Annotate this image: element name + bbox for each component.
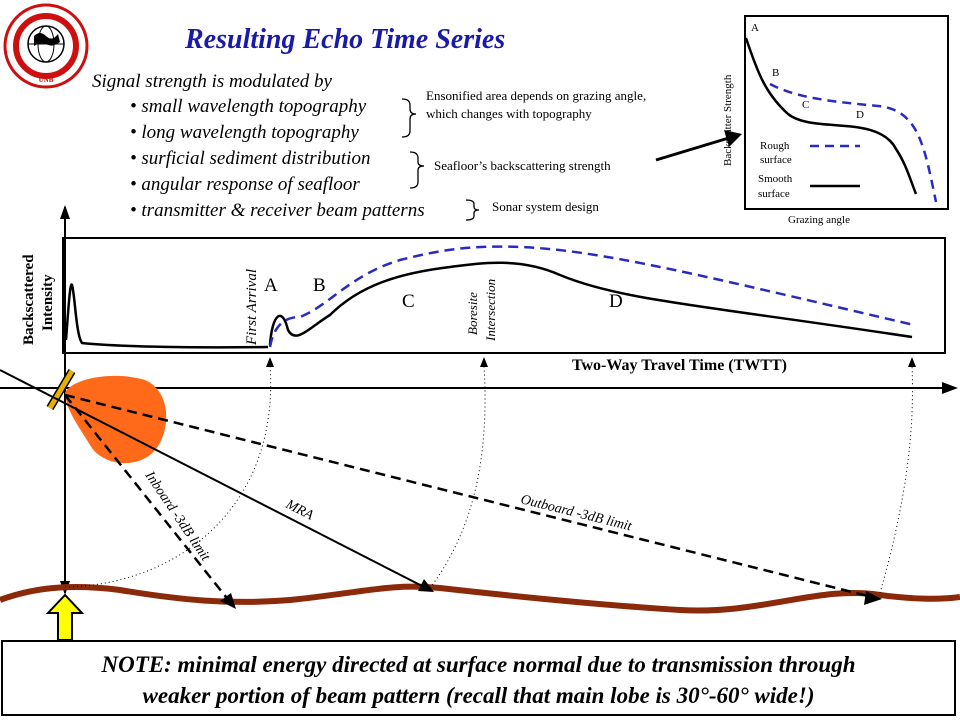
ts-point-c: C — [402, 291, 415, 312]
inset-rough-curve — [769, 82, 938, 203]
inset-point-d: D — [856, 109, 864, 121]
boresite-label-1: Boresite — [465, 292, 480, 335]
boresite-label-2: Intersection — [483, 279, 498, 342]
inset-point-a: A — [751, 22, 759, 34]
first-arrival-label: First Arrival — [244, 269, 260, 346]
bracket-topography — [401, 98, 417, 138]
legend-rough-1: Rough — [760, 140, 790, 152]
inset-point-b: B — [772, 67, 779, 79]
ts-point-b: B — [313, 275, 326, 296]
ts-xlabel: Two-Way Travel Time (TWTT) — [572, 357, 787, 374]
note-backscatter: Seafloor’s backscattering strength — [434, 158, 611, 173]
bracket-backscatter — [409, 151, 425, 189]
arrow-to-inset — [655, 135, 733, 162]
bullet-small-topo: • small wavelength topography — [130, 96, 367, 117]
inboard-limit-line — [64, 394, 231, 603]
note-sonar: Sonar system design — [492, 199, 599, 214]
bullet-sediment: • surficial sediment distribution — [130, 148, 371, 169]
unb-logo: UNB — [3, 3, 89, 89]
note-box: NOTE: minimal energy directed at surface… — [1, 640, 956, 716]
mra-line — [0, 369, 427, 589]
inset-point-c: C — [802, 99, 809, 111]
ts-ylabel-1: Backscattered — [21, 254, 37, 345]
timeseries-frame — [62, 237, 946, 354]
bullet-beam-patterns: • transmitter & receiver beam patterns — [130, 200, 425, 221]
inset-xlabel: Grazing angle — [788, 214, 850, 226]
logo-abbr: UNB — [39, 76, 54, 84]
legend-rough-2: surface — [760, 154, 792, 166]
inset-angular-response-plot: Backscatter Strength Grazing angle A B C… — [722, 15, 949, 226]
note-line-2: weaker portion of beam pattern (recall t… — [142, 683, 815, 708]
page-title: Resulting Echo Time Series — [185, 24, 506, 55]
top-annotations — [401, 98, 742, 221]
ts-ylabel-2: Intensity — [40, 274, 56, 331]
inboard-label: Inboard -3dB limit — [141, 468, 213, 565]
ts-point-d: D — [609, 291, 623, 312]
connector-outer — [879, 364, 914, 594]
inset-ylabel: Backscatter Strength — [722, 74, 734, 166]
bullet-angular: • angular response of seafloor — [130, 174, 360, 195]
ts-smooth-curve — [268, 261, 913, 346]
connector-boresite — [429, 364, 486, 589]
ts-rough-curve — [268, 245, 915, 348]
note-line-1: NOTE: minimal energy directed at surface… — [101, 652, 856, 677]
ts-nadir-echo — [64, 283, 269, 349]
inset-frame — [744, 15, 949, 210]
surface-normal-arrow-icon — [45, 593, 85, 641]
ts-point-a: A — [264, 275, 278, 296]
transducer — [47, 369, 75, 410]
seafloor — [0, 583, 960, 614]
intro-text: Signal strength is modulated by — [92, 71, 332, 92]
note-ensonified-1: Ensonified area depends on grazing angle… — [426, 88, 647, 103]
beam-lobe — [65, 375, 167, 464]
connector-first-arrival — [64, 364, 272, 588]
legend-smooth-1: Smooth — [758, 173, 793, 185]
note-ensonified-2: which changes with topography — [426, 106, 592, 121]
outboard-limit-line — [64, 393, 873, 599]
legend-smooth-2: surface — [758, 188, 790, 200]
inset-smooth-curve — [744, 37, 918, 195]
echo-geometry-diagram: Backscattered Intensity Two-Way Travel T… — [0, 205, 960, 641]
bracket-sonar — [465, 199, 480, 221]
bullet-long-topo: • long wavelength topography — [130, 122, 359, 143]
mra-label: MRA — [282, 497, 316, 524]
